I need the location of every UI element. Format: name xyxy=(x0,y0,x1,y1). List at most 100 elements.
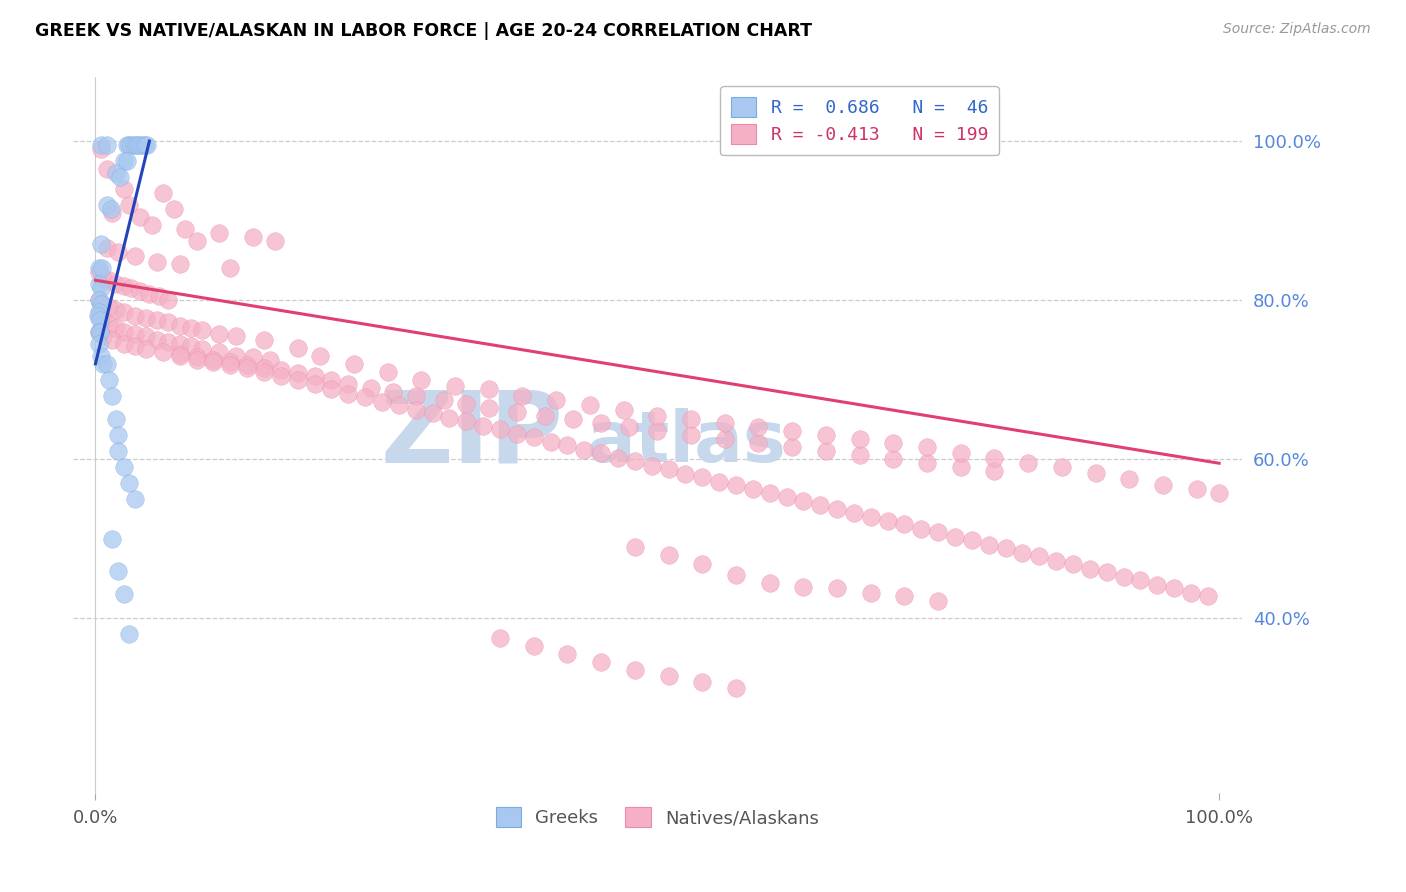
Point xyxy=(825,501,848,516)
Point xyxy=(101,333,124,347)
Point xyxy=(679,428,702,442)
Point xyxy=(960,533,983,548)
Point xyxy=(264,234,287,248)
Text: Source: ZipAtlas.com: Source: ZipAtlas.com xyxy=(1223,22,1371,37)
Point xyxy=(1095,565,1118,579)
Point xyxy=(758,575,780,590)
Point xyxy=(90,138,112,153)
Point xyxy=(1146,578,1168,592)
Point xyxy=(943,530,966,544)
Point xyxy=(388,398,411,412)
Point xyxy=(141,218,163,232)
Point xyxy=(842,507,865,521)
Legend: Greeks, Natives/Alaskans: Greeks, Natives/Alaskans xyxy=(488,800,827,834)
Point xyxy=(673,467,696,481)
Point xyxy=(1045,554,1067,568)
Point xyxy=(1050,460,1073,475)
Point xyxy=(104,277,127,292)
Point xyxy=(87,309,110,323)
Point xyxy=(118,197,141,211)
Point xyxy=(236,360,259,375)
Point xyxy=(104,166,127,180)
Point xyxy=(104,321,127,335)
Point xyxy=(253,333,276,347)
Point xyxy=(1028,549,1050,564)
Point xyxy=(112,153,135,168)
Point xyxy=(169,318,191,333)
Point xyxy=(758,485,780,500)
Point xyxy=(208,226,231,240)
Point xyxy=(724,477,747,491)
Point xyxy=(186,352,208,367)
Point xyxy=(138,286,160,301)
Point xyxy=(1129,573,1152,587)
Point xyxy=(472,418,495,433)
Point xyxy=(949,446,972,460)
Point xyxy=(546,392,568,407)
Point xyxy=(309,349,332,363)
Point xyxy=(1163,581,1185,595)
Point xyxy=(97,300,120,314)
Point xyxy=(780,440,803,454)
Point xyxy=(910,522,932,536)
Point xyxy=(91,261,114,276)
Point xyxy=(983,450,1005,465)
Point xyxy=(591,446,613,460)
Point xyxy=(97,273,120,287)
Point xyxy=(118,476,141,491)
Point xyxy=(792,493,814,508)
Point xyxy=(382,384,405,399)
Point xyxy=(512,389,534,403)
Point xyxy=(657,668,679,682)
Point xyxy=(814,444,837,458)
Point xyxy=(100,202,122,216)
Point xyxy=(713,417,735,431)
Point xyxy=(741,483,763,497)
Point xyxy=(87,305,110,319)
Point xyxy=(96,161,118,176)
Point xyxy=(87,293,110,308)
Point xyxy=(91,313,114,327)
Point xyxy=(489,632,512,646)
Point xyxy=(134,138,156,153)
Point xyxy=(90,142,112,156)
Point xyxy=(540,434,562,449)
Point xyxy=(1084,466,1107,480)
Point xyxy=(136,138,159,153)
Point xyxy=(186,234,208,248)
Point xyxy=(135,329,157,343)
Point xyxy=(104,412,127,426)
Point xyxy=(848,448,870,462)
Point xyxy=(1185,483,1208,497)
Point xyxy=(792,580,814,594)
Point xyxy=(859,586,882,600)
Point xyxy=(825,581,848,595)
Point xyxy=(108,169,131,184)
Point xyxy=(478,401,501,415)
Point xyxy=(219,355,242,369)
Point xyxy=(120,138,142,153)
Point xyxy=(287,367,309,381)
Point xyxy=(1112,570,1135,584)
Point xyxy=(371,395,394,409)
Point xyxy=(354,390,377,404)
Point xyxy=(107,444,129,458)
Point xyxy=(87,277,110,292)
Point xyxy=(915,440,938,454)
Point xyxy=(690,675,713,690)
Point xyxy=(96,357,118,371)
Point xyxy=(707,475,730,489)
Point xyxy=(202,355,225,369)
Point xyxy=(775,491,797,505)
Point xyxy=(304,368,326,383)
Point xyxy=(287,373,309,387)
Point xyxy=(657,462,679,476)
Point xyxy=(557,438,579,452)
Point xyxy=(157,293,180,308)
Point xyxy=(983,464,1005,478)
Point xyxy=(157,334,180,349)
Point xyxy=(253,360,276,375)
Point xyxy=(506,426,529,441)
Point xyxy=(208,344,231,359)
Point xyxy=(118,627,141,641)
